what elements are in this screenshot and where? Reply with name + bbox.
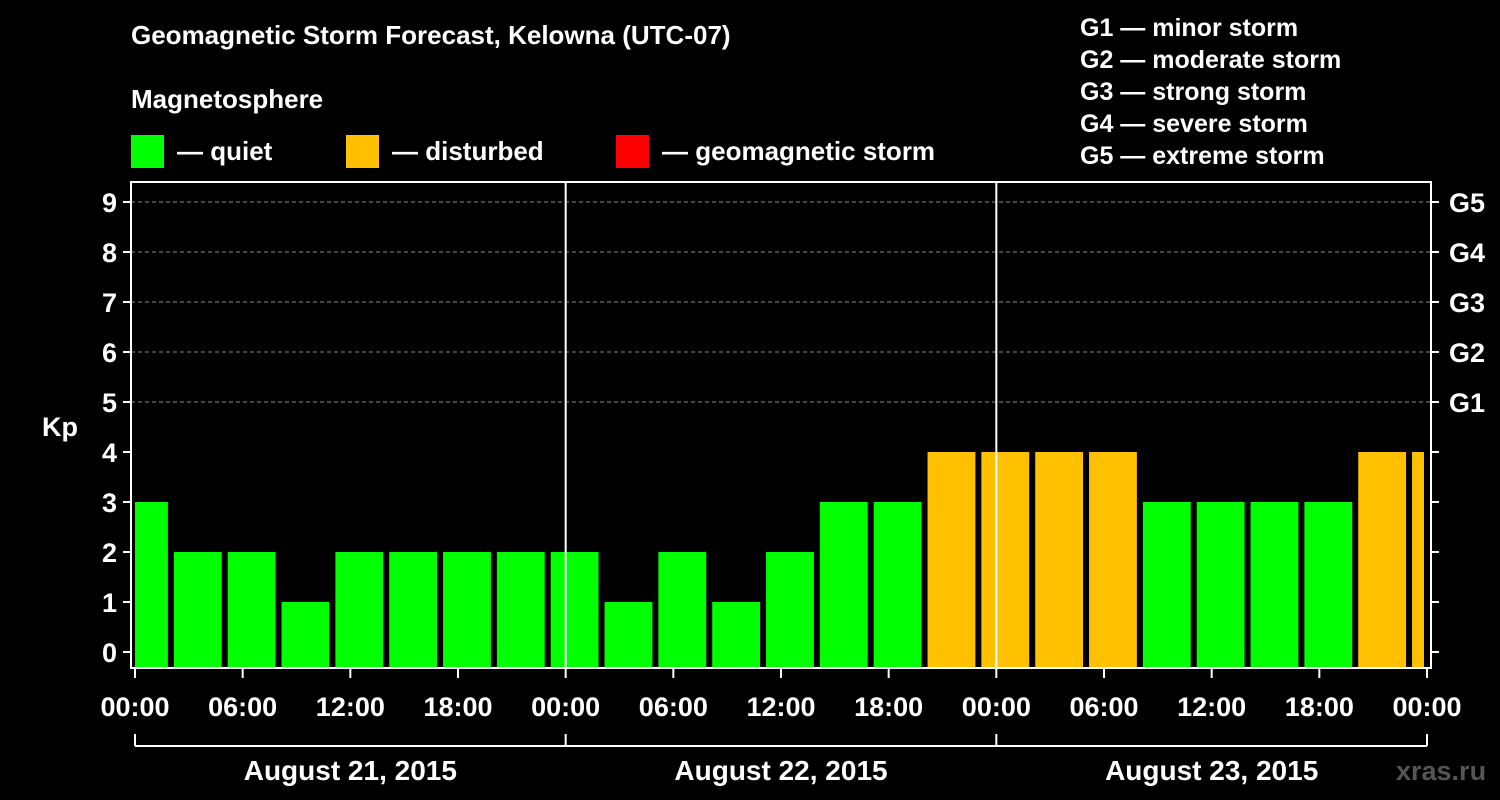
kp-bar bbox=[550, 552, 599, 668]
legend-title: Magnetosphere bbox=[131, 84, 324, 114]
kp-bar bbox=[173, 552, 222, 668]
kp-bar bbox=[1304, 502, 1353, 668]
g-scale-label: G3 bbox=[1449, 288, 1485, 318]
g-scale-label: G5 bbox=[1449, 188, 1485, 218]
day-label: August 22, 2015 bbox=[674, 755, 887, 786]
storm-scale-g3: G3 — strong storm bbox=[1080, 78, 1307, 106]
kp-bar bbox=[443, 552, 491, 668]
kp-bar bbox=[1089, 452, 1137, 668]
kp-bar bbox=[281, 602, 330, 668]
kp-bar bbox=[1142, 502, 1191, 668]
legend-item-quiet: — quiet bbox=[131, 134, 272, 168]
y-tick-label: 7 bbox=[102, 288, 117, 318]
y-tick-label: 5 bbox=[102, 388, 117, 418]
storm-scale-g2: G2 — moderate storm bbox=[1080, 46, 1342, 74]
x-tick-label: 12:00 bbox=[746, 692, 815, 722]
x-tick-label: 06:00 bbox=[1069, 692, 1138, 722]
kp-bar bbox=[1358, 452, 1407, 668]
y-tick-label: 9 bbox=[102, 188, 117, 218]
kp-bar bbox=[819, 502, 868, 668]
kp-bar bbox=[658, 552, 707, 668]
y-tick-label: 8 bbox=[102, 238, 117, 268]
y-tick-label: 0 bbox=[102, 638, 117, 668]
kp-bar bbox=[496, 552, 545, 668]
kp-bar bbox=[135, 502, 168, 668]
y-tick-label: 6 bbox=[102, 338, 117, 368]
g-scale-label: G1 bbox=[1449, 388, 1485, 418]
x-tick-label: 12:00 bbox=[316, 692, 385, 722]
y-tick-label: 4 bbox=[102, 438, 117, 468]
legend-item-disturbed: — disturbed bbox=[346, 134, 544, 168]
legend-label-storm: — geomagnetic storm bbox=[662, 135, 936, 166]
legend-label-disturbed: — disturbed bbox=[392, 135, 544, 166]
kp-bar bbox=[1412, 452, 1424, 668]
kp-bar bbox=[1035, 452, 1084, 668]
x-tick-label: 18:00 bbox=[423, 692, 492, 722]
kp-bar bbox=[712, 602, 761, 668]
x-tick-label: 06:00 bbox=[639, 692, 708, 722]
x-tick-label: 00:00 bbox=[100, 692, 169, 722]
y-tick-label: 1 bbox=[102, 588, 117, 618]
x-tick-label: 00:00 bbox=[531, 692, 600, 722]
y-tick-label: 3 bbox=[102, 488, 117, 518]
y-axis-label: Kp bbox=[42, 412, 78, 442]
kp-bar bbox=[604, 602, 653, 668]
legend-label-quiet: — quiet bbox=[177, 135, 273, 166]
x-tick-label: 00:00 bbox=[1392, 692, 1461, 722]
g-scale-label: G2 bbox=[1449, 338, 1485, 368]
x-tick-label: 12:00 bbox=[1177, 692, 1246, 722]
x-tick-label: 18:00 bbox=[1285, 692, 1354, 722]
kp-bar bbox=[335, 552, 384, 668]
storm-scale-legend: G1 — minor storm G2 — moderate storm G3 … bbox=[1080, 12, 1341, 172]
y-tick-label: 2 bbox=[102, 538, 117, 568]
x-tick-label: 06:00 bbox=[208, 692, 277, 722]
x-tick-label: 00:00 bbox=[962, 692, 1031, 722]
kp-bar bbox=[873, 502, 922, 668]
day-label: August 21, 2015 bbox=[244, 755, 457, 786]
storm-scale-g1: G1 — minor storm bbox=[1080, 14, 1299, 42]
legend-item-storm: — geomagnetic storm bbox=[616, 134, 935, 168]
x-tick-label: 18:00 bbox=[854, 692, 923, 722]
kp-bar bbox=[1196, 502, 1245, 668]
chart-title: Geomagnetic Storm Forecast, Kelowna (UTC… bbox=[131, 20, 731, 50]
watermark: xras.ru bbox=[1396, 756, 1487, 786]
kp-bar bbox=[766, 552, 814, 668]
legend-swatch-storm bbox=[616, 134, 649, 168]
storm-scale-g5: G5 — extreme storm bbox=[1080, 142, 1325, 170]
kp-bar bbox=[389, 552, 438, 668]
storm-scale-g4: G4 — severe storm bbox=[1080, 110, 1308, 138]
g-scale-label: G4 bbox=[1449, 238, 1485, 268]
day-label: August 23, 2015 bbox=[1105, 755, 1318, 786]
legend-swatch-disturbed bbox=[346, 134, 379, 168]
kp-bar bbox=[1250, 502, 1299, 668]
kp-bar bbox=[981, 452, 1030, 668]
kp-bar bbox=[227, 552, 276, 668]
kp-bar bbox=[927, 452, 976, 668]
legend-swatch-quiet bbox=[131, 134, 164, 168]
